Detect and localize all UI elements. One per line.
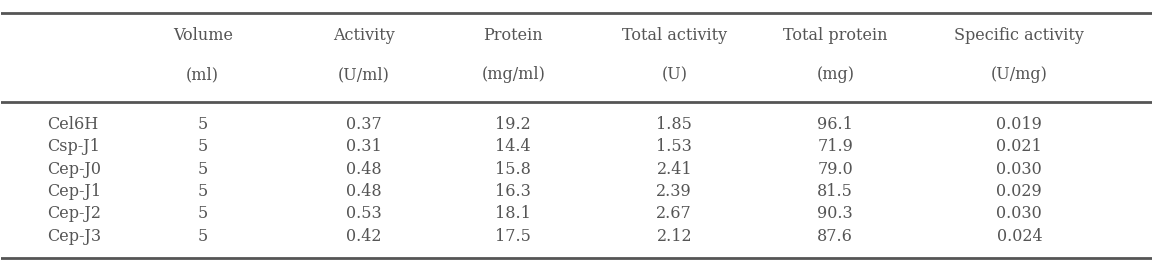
Text: Total activity: Total activity [621, 27, 726, 44]
Text: 81.5: 81.5 [817, 183, 853, 200]
Text: 5: 5 [197, 205, 208, 222]
Text: 5: 5 [197, 228, 208, 245]
Text: (ml): (ml) [186, 66, 219, 83]
Text: Protein: Protein [483, 27, 543, 44]
Text: 0.37: 0.37 [346, 116, 382, 133]
Text: (U/mg): (U/mg) [990, 66, 1048, 83]
Text: 5: 5 [197, 183, 208, 200]
Text: Cep-J0: Cep-J0 [47, 161, 101, 178]
Text: 17.5: 17.5 [496, 228, 532, 245]
Text: 0.024: 0.024 [996, 228, 1042, 245]
Text: 5: 5 [197, 116, 208, 133]
Text: 19.2: 19.2 [496, 116, 532, 133]
Text: Cel6H: Cel6H [47, 116, 99, 133]
Text: 2.41: 2.41 [656, 161, 692, 178]
Text: Csp-J1: Csp-J1 [47, 138, 100, 155]
Text: 0.31: 0.31 [346, 138, 382, 155]
Text: 0.53: 0.53 [346, 205, 382, 222]
Text: (U/ml): (U/ml) [338, 66, 390, 83]
Text: 87.6: 87.6 [817, 228, 853, 245]
Text: 0.48: 0.48 [346, 161, 382, 178]
Text: Activity: Activity [333, 27, 394, 44]
Text: Volume: Volume [173, 27, 233, 44]
Text: 15.8: 15.8 [496, 161, 532, 178]
Text: 0.019: 0.019 [996, 116, 1042, 133]
Text: 5: 5 [197, 161, 208, 178]
Text: 18.1: 18.1 [496, 205, 532, 222]
Text: 0.48: 0.48 [346, 183, 382, 200]
Text: 1.85: 1.85 [656, 116, 692, 133]
Text: Cep-J3: Cep-J3 [47, 228, 101, 245]
Text: 1.53: 1.53 [656, 138, 692, 155]
Text: Total protein: Total protein [783, 27, 888, 44]
Text: 16.3: 16.3 [496, 183, 532, 200]
Text: 0.021: 0.021 [996, 138, 1042, 155]
Text: 79.0: 79.0 [817, 161, 853, 178]
Text: 0.42: 0.42 [346, 228, 382, 245]
Text: Cep-J2: Cep-J2 [47, 205, 101, 222]
Text: 0.029: 0.029 [996, 183, 1042, 200]
Text: 71.9: 71.9 [817, 138, 853, 155]
Text: 0.030: 0.030 [996, 205, 1042, 222]
Text: 2.39: 2.39 [656, 183, 692, 200]
Text: 2.67: 2.67 [656, 205, 692, 222]
Text: Specific activity: Specific activity [955, 27, 1084, 44]
Text: 2.12: 2.12 [656, 228, 692, 245]
Text: (mg): (mg) [816, 66, 854, 83]
Text: (mg/ml): (mg/ml) [481, 66, 545, 83]
Text: 90.3: 90.3 [817, 205, 853, 222]
Text: (U): (U) [662, 66, 687, 83]
Text: 96.1: 96.1 [817, 116, 853, 133]
Text: 5: 5 [197, 138, 208, 155]
Text: 14.4: 14.4 [496, 138, 532, 155]
Text: Cep-J1: Cep-J1 [47, 183, 101, 200]
Text: 0.030: 0.030 [996, 161, 1042, 178]
